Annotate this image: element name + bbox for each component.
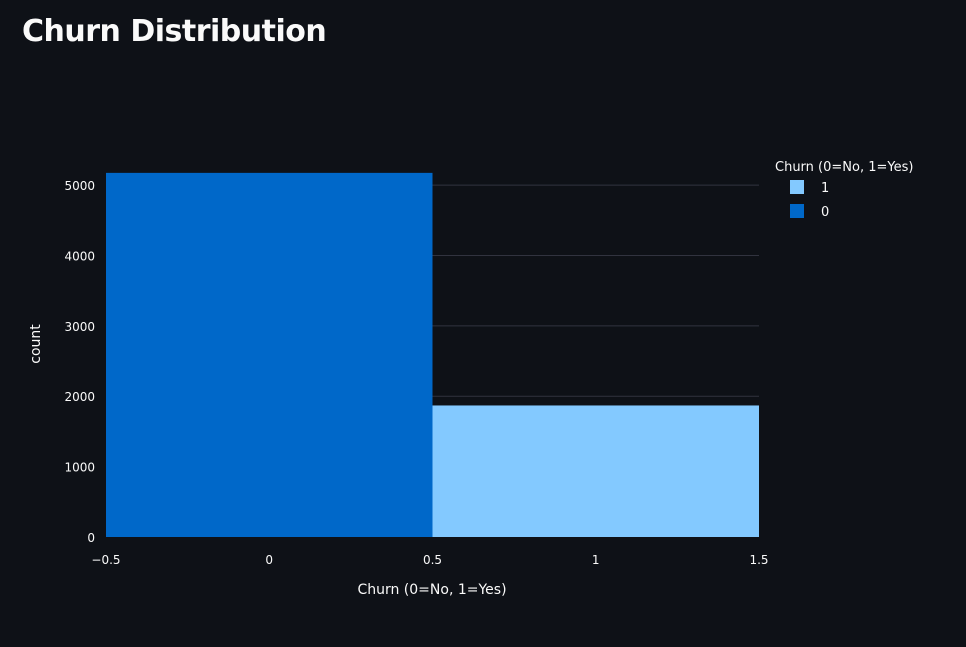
x-tick-label: 0.5 — [423, 553, 442, 567]
bars — [106, 172, 760, 537]
legend[interactable]: Churn (0=No, 1=Yes) 1 0 — [775, 160, 913, 220]
legend-swatch — [790, 180, 804, 194]
legend-title: Churn (0=No, 1=Yes) — [775, 160, 913, 175]
legend-swatch — [790, 204, 804, 218]
legend-item-0[interactable]: 0 — [790, 204, 829, 220]
legend-label: 1 — [821, 181, 829, 196]
x-tick-label: 0 — [265, 553, 273, 567]
y-tick-label: 0 — [87, 531, 95, 545]
bar-churn-1[interactable] — [432, 405, 760, 537]
y-axis-ticks: 0 1000 2000 3000 4000 5000 — [64, 179, 95, 545]
page-title: Churn Distribution — [22, 14, 327, 49]
y-axis-label: count — [28, 324, 44, 364]
y-tick-label: 2000 — [64, 390, 95, 404]
legend-label: 0 — [821, 205, 829, 220]
y-tick-label: 3000 — [64, 320, 95, 334]
x-tick-label: −0.5 — [91, 553, 120, 567]
x-tick-label: 1 — [592, 553, 600, 567]
x-tick-label: 1.5 — [749, 553, 768, 567]
y-tick-label: 1000 — [64, 461, 95, 475]
legend-item-1[interactable]: 1 — [790, 180, 829, 196]
bar-churn-0[interactable] — [106, 172, 433, 537]
y-tick-label: 4000 — [64, 249, 95, 263]
x-axis-ticks: −0.5 0 0.5 1 1.5 — [91, 553, 768, 567]
y-tick-label: 5000 — [64, 179, 95, 193]
x-axis-label: Churn (0=No, 1=Yes) — [357, 582, 506, 598]
